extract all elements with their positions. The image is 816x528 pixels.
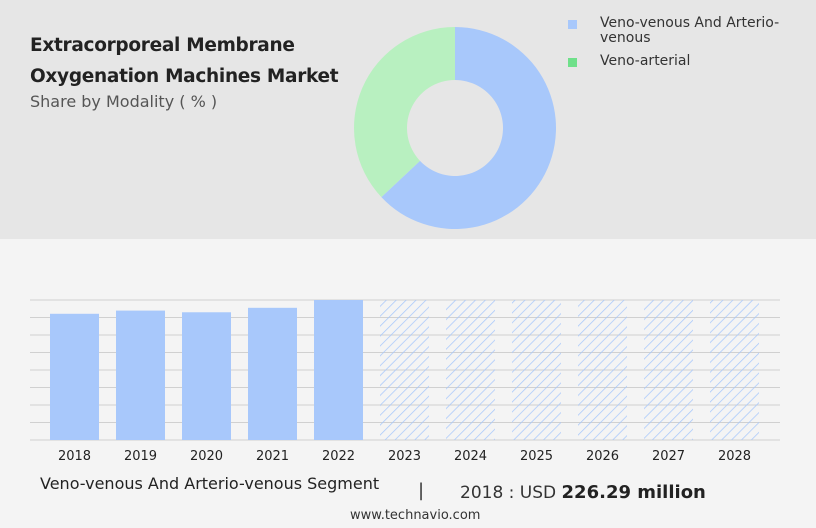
x-tick-label: 2026 — [586, 449, 619, 464]
x-tick-label: 2025 — [520, 449, 553, 464]
legend-swatch-blue — [568, 20, 577, 29]
legend-item-veno-venous[interactable]: Veno-venous And Arterio-venous — [568, 16, 808, 46]
x-tick-label: 2018 — [58, 449, 91, 464]
x-tick-label: 2028 — [718, 449, 751, 464]
legend-swatch-green — [568, 58, 577, 67]
chart-subtitle: Share by Modality ( % ) — [30, 92, 218, 111]
x-tick-label: 2019 — [124, 449, 157, 464]
legend-label: Veno-arterial — [600, 53, 691, 69]
value-amount: 226.29 million — [561, 482, 706, 503]
source-link[interactable]: www.technavio.com — [350, 508, 481, 523]
bar-2019[interactable] — [116, 310, 165, 440]
bar-2021[interactable] — [248, 307, 297, 440]
chart-title: Extracorporeal Membrane Oxygenation Mach… — [30, 35, 339, 87]
bar-2026[interactable] — [578, 300, 627, 440]
legend-item-veno-arterial[interactable]: Veno-arterial — [568, 54, 808, 69]
x-tick-label: 2027 — [652, 449, 685, 464]
x-tick-label: 2020 — [190, 449, 223, 464]
legend: Veno-venous And Arterio-venous Veno-arte… — [568, 16, 808, 77]
donut-chart — [354, 27, 556, 229]
x-tick-label: 2023 — [388, 449, 421, 464]
value-prefix: 2018 : USD — [460, 483, 557, 503]
bar-2028[interactable] — [710, 300, 759, 440]
donut-slice-veno-venous[interactable] — [381, 27, 556, 229]
separator: | — [418, 480, 425, 501]
legend-label: Veno-venous And Arterio-venous — [600, 15, 780, 46]
bar-chart: 2018 2019 2020 2021 2022 2023 2024 2025 2026 2027… — [30, 299, 780, 464]
bar-2023[interactable] — [380, 300, 429, 440]
bar-2020[interactable] — [182, 312, 231, 440]
x-tick-label: 2022 — [322, 449, 355, 464]
x-tick-label: 2024 — [454, 449, 487, 464]
bar-2018[interactable] — [50, 313, 99, 440]
x-tick-label: 2021 — [256, 449, 289, 464]
bar-2022[interactable] — [314, 300, 363, 440]
bar-2024[interactable] — [446, 300, 495, 440]
bar-2025[interactable] — [512, 300, 561, 440]
segment-label: Veno-venous And Arterio-venous Segment — [40, 474, 380, 493]
donut-slice-veno-arterial[interactable] — [354, 27, 455, 198]
segment-value: 2018 : USD 226.29 million — [460, 482, 706, 503]
bar-2027[interactable] — [644, 300, 693, 440]
